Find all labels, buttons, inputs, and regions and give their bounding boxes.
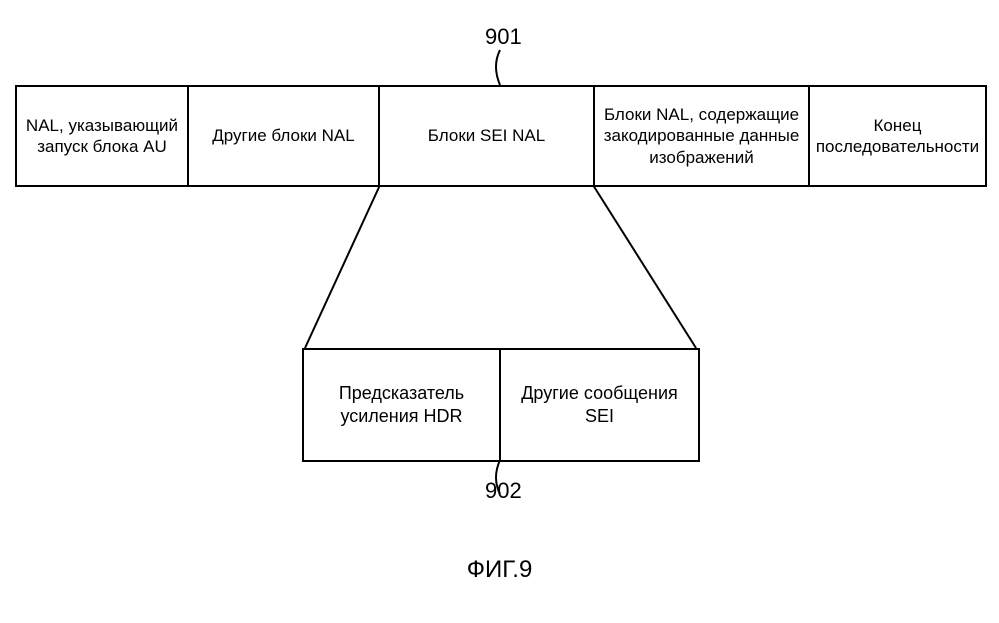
top-cell-sei-nal: Блоки SEI NAL (380, 87, 595, 185)
top-cell-nal-au: NAL, указывающий запуск блока AU (17, 87, 189, 185)
bottom-row: Предсказатель усиления HDR Другие сообще… (302, 348, 700, 462)
top-row: NAL, указывающий запуск блока AU Другие … (15, 85, 987, 187)
top-cell-end-seq: Конец последовательности (810, 87, 985, 185)
ref-label-901: 901 (485, 24, 522, 50)
top-cell-coded-nal: Блоки NAL, содержащие закодированные дан… (595, 87, 810, 185)
ref-label-902: 902 (485, 478, 522, 504)
figure-label: ФИГ.9 (467, 556, 533, 584)
diagram-container: 901 NAL, указывающий запуск блока AU Дру… (0, 0, 999, 623)
bottom-cell-other-sei: Другие сообщения SEI (501, 350, 698, 460)
top-cell-other-nal: Другие блоки NAL (189, 87, 380, 185)
bottom-cell-hdr-predictor: Предсказатель усиления HDR (304, 350, 501, 460)
